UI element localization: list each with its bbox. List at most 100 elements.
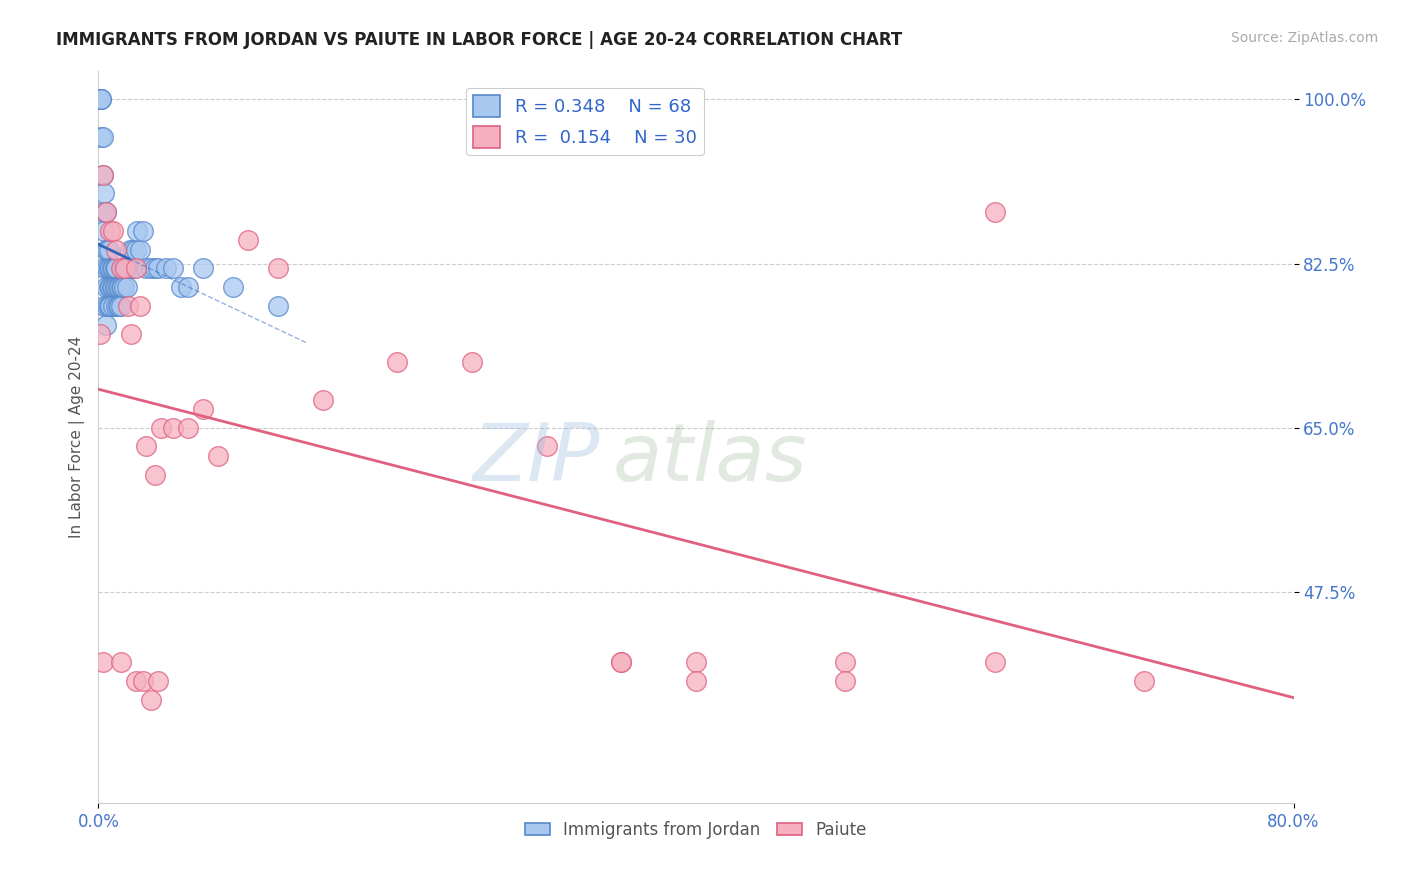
Point [112, 280, 135, 294]
Point [311, 392, 333, 407]
Point [536, 440, 558, 454]
Point [150, 420, 173, 434]
Point [94, 243, 117, 257]
Point [118, 243, 141, 257]
Point [1133, 673, 1156, 688]
Point [94, 318, 117, 332]
Point [97, 299, 120, 313]
Point [610, 655, 633, 669]
Point [148, 261, 170, 276]
Point [267, 299, 290, 313]
Point [111, 280, 134, 294]
Point [110, 280, 132, 294]
Point [89, 326, 111, 341]
Point [110, 655, 132, 669]
Point [125, 673, 148, 688]
Point [97, 280, 120, 294]
Point [108, 280, 131, 294]
Point [984, 205, 1007, 219]
Point [685, 673, 707, 688]
Point [984, 655, 1007, 669]
Point [94, 205, 117, 219]
Point [91, 168, 114, 182]
Point [105, 261, 128, 276]
Point [96, 299, 118, 313]
Point [115, 280, 138, 294]
Point [124, 261, 146, 276]
Point [143, 261, 166, 276]
Point [93, 224, 115, 238]
Point [105, 299, 128, 313]
Point [267, 261, 290, 276]
Point [107, 280, 129, 294]
Point [98, 299, 122, 313]
Point [117, 299, 139, 313]
Point [139, 692, 162, 706]
Point [385, 355, 409, 369]
Point [120, 261, 142, 276]
Point [162, 261, 184, 276]
Point [104, 261, 127, 276]
Point [129, 243, 152, 257]
Point [108, 299, 131, 313]
Point [685, 655, 707, 669]
Point [97, 261, 120, 276]
Point [91, 655, 114, 669]
Point [461, 355, 484, 369]
Point [132, 673, 155, 688]
Text: Source: ZipAtlas.com: Source: ZipAtlas.com [1230, 31, 1378, 45]
Point [127, 224, 149, 238]
Legend: Immigrants from Jordan, Paiute: Immigrants from Jordan, Paiute [519, 814, 873, 846]
Point [90, 93, 112, 107]
Point [117, 261, 139, 276]
Point [105, 280, 128, 294]
Point [114, 261, 136, 276]
Point [132, 224, 155, 238]
Point [143, 467, 166, 482]
Point [89, 93, 111, 107]
Point [207, 449, 229, 463]
Point [148, 673, 170, 688]
Point [93, 186, 115, 201]
Point [98, 224, 122, 238]
Point [103, 299, 125, 313]
Point [111, 261, 134, 276]
Point [91, 205, 114, 219]
Point [90, 130, 112, 145]
Point [101, 261, 124, 276]
Point [91, 168, 114, 182]
Point [94, 280, 117, 294]
Point [114, 261, 136, 276]
Point [96, 261, 118, 276]
Point [125, 243, 148, 257]
Point [105, 243, 128, 257]
Point [101, 280, 124, 294]
Point [98, 280, 122, 294]
Text: ZIP: ZIP [472, 420, 600, 498]
Point [107, 299, 129, 313]
Point [177, 420, 200, 434]
Point [191, 261, 214, 276]
Point [120, 326, 142, 341]
Point [97, 243, 120, 257]
Point [89, 93, 111, 107]
Point [93, 299, 115, 313]
Point [155, 261, 177, 276]
Text: atlas: atlas [613, 420, 807, 498]
Point [834, 673, 856, 688]
Point [121, 243, 143, 257]
Point [112, 261, 135, 276]
Y-axis label: In Labor Force | Age 20-24: In Labor Force | Age 20-24 [69, 336, 84, 538]
Point [94, 205, 117, 219]
Point [129, 299, 152, 313]
Point [98, 261, 122, 276]
Point [610, 655, 633, 669]
Point [222, 280, 245, 294]
Point [104, 280, 127, 294]
Point [135, 440, 157, 454]
Point [125, 261, 148, 276]
Point [96, 243, 118, 257]
Point [93, 261, 115, 276]
Point [236, 233, 259, 247]
Point [103, 261, 125, 276]
